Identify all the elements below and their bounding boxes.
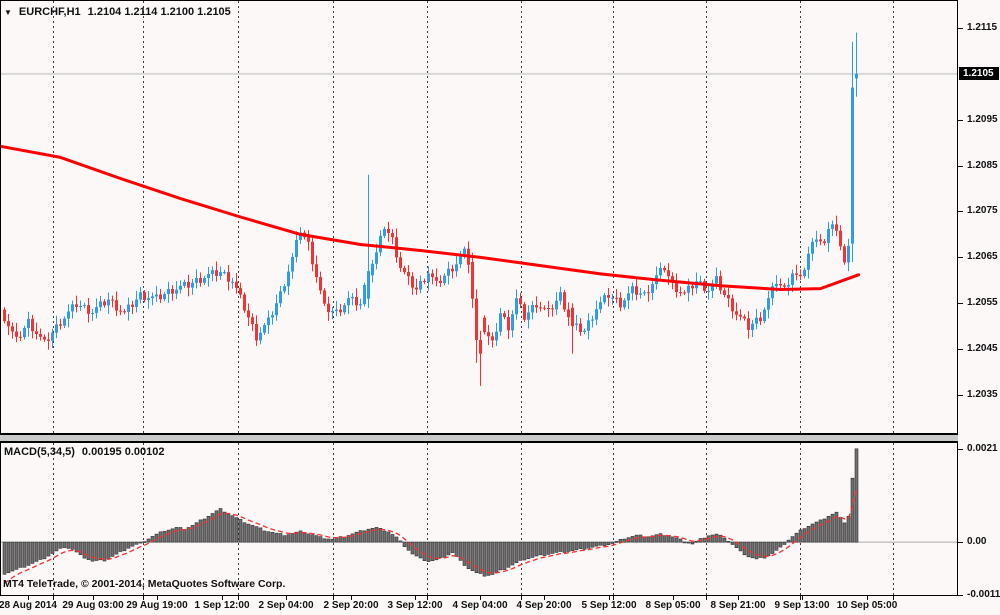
price-tick-label: 1.2035	[967, 389, 998, 400]
indicator-name-label: MACD(5,34,5)	[4, 446, 75, 458]
time-tick-mark	[706, 596, 707, 600]
time-tick-mark	[609, 596, 610, 600]
time-tick-mark	[521, 596, 522, 600]
quote-ohlc-values: 1.2104 1.2114 1.2100 1.2105	[87, 6, 231, 18]
time-tick-label: 2 Sep 04:00	[258, 600, 314, 611]
panel-divider[interactable]	[0, 434, 958, 442]
macd-tick-mark	[958, 449, 963, 450]
macd-signal-line	[4, 488, 858, 585]
price-tick-mark	[958, 257, 963, 258]
time-tick-mark	[415, 596, 416, 600]
time-tick-mark	[222, 596, 223, 600]
time-tick-label: 10 Sep 05:00	[836, 600, 898, 611]
time-tick-label: 5 Sep 12:00	[581, 600, 637, 611]
time-tick-label: 29 Aug 19:00	[126, 600, 188, 611]
price-tick-mark	[958, 395, 963, 396]
indicator-header: MACD(5,34,5) 0.00195 0.00102	[4, 446, 165, 458]
grid-lines	[53, 443, 894, 595]
price-tick-mark	[958, 349, 963, 350]
time-tick-mark	[238, 596, 239, 600]
time-tick-mark	[28, 596, 29, 600]
time-tick-label: 3 Sep 12:00	[387, 600, 443, 611]
price-tick-mark	[958, 303, 963, 304]
time-tick-mark	[480, 596, 481, 600]
macd-frame	[0, 442, 958, 596]
time-axis[interactable]: 28 Aug 2014 29 Aug 03:00 29 Aug 19:00 1 Sep…	[0, 596, 958, 615]
time-tick-mark	[286, 596, 287, 600]
macd-histogram	[2, 448, 859, 577]
time-tick-mark	[802, 596, 803, 600]
time-tick-label: 2 Sep 20:00	[323, 600, 379, 611]
time-tick-label: 1 Sep 12:00	[194, 600, 250, 611]
time-tick-mark	[867, 596, 868, 600]
price-tick-label: 1.2045	[967, 343, 998, 354]
time-tick-label: 8 Sep 05:00	[645, 600, 701, 611]
price-tick-label: 1.2095	[967, 114, 998, 125]
time-tick-mark	[333, 596, 334, 600]
macd-tick-mark	[958, 542, 963, 543]
moving-average-line	[0, 144, 860, 291]
time-tick-mark	[738, 596, 739, 600]
symbol-dropdown-icon[interactable]: ▼	[4, 7, 12, 17]
copyright-label: MT4 TeleTrade, © 2001-2014, MetaQuotes S…	[3, 578, 286, 590]
macd-tick-mark	[958, 595, 963, 596]
time-tick-mark	[93, 596, 94, 600]
time-tick-mark	[800, 596, 801, 600]
time-tick-mark	[613, 596, 614, 600]
macd-canvas	[0, 442, 958, 596]
current-price-badge: 1.2105	[959, 67, 999, 80]
indicator-values: 0.00195 0.00102	[81, 446, 165, 458]
time-tick-mark	[893, 596, 894, 600]
symbol-timeframe-label: EURCHF,H1	[18, 6, 81, 18]
price-chart[interactable]: ▼ EURCHF,H1 1.2104 1.2114 1.2100 1.2105	[0, 0, 958, 434]
price-chart-canvas	[0, 0, 958, 434]
price-tick-mark	[958, 120, 963, 121]
price-tick-label: 1.2055	[967, 297, 998, 308]
time-tick-label: 8 Sep 21:00	[710, 600, 766, 611]
time-tick-mark	[544, 596, 545, 600]
macd-tick-label: -0.00112	[967, 589, 1000, 600]
time-tick-label: 4 Sep 04:00	[452, 600, 508, 611]
time-tick-mark	[143, 596, 144, 600]
price-tick-mark	[958, 166, 963, 167]
time-tick-label: 29 Aug 03:00	[62, 600, 124, 611]
time-tick-mark	[157, 596, 158, 600]
price-tick-label: 1.2075	[967, 205, 998, 216]
time-tick-mark	[351, 596, 352, 600]
price-tick-mark	[958, 28, 963, 29]
macd-tick-label: 0.00	[967, 536, 987, 547]
time-tick-mark	[673, 596, 674, 600]
time-tick-label: 9 Sep 13:00	[774, 600, 830, 611]
price-tick-mark	[958, 211, 963, 212]
time-tick-label: 4 Sep 20:00	[516, 600, 572, 611]
candles-layer	[3, 32, 858, 386]
chart-frame	[0, 0, 958, 434]
time-tick-mark	[427, 596, 428, 600]
macd-tick-label: 0.0021	[967, 443, 998, 454]
price-tick-label: 1.2115	[967, 22, 998, 33]
grid-lines	[53, 1, 894, 433]
time-tick-mark	[53, 596, 54, 600]
time-tick-label: 28 Aug 2014	[0, 600, 57, 611]
price-axis[interactable]: 1.2115 1.2095 1.2085 1.2075 1.2065 1.2055 1.20…	[958, 0, 1000, 615]
macd-panel[interactable]: MACD(5,34,5) 0.00195 0.00102 MT4 TeleTra…	[0, 442, 958, 596]
quote-header: ▼ EURCHF,H1 1.2104 1.2114 1.2100 1.2105	[4, 6, 231, 18]
price-tick-label: 1.2065	[967, 251, 998, 262]
price-tick-label: 1.2085	[967, 160, 998, 171]
